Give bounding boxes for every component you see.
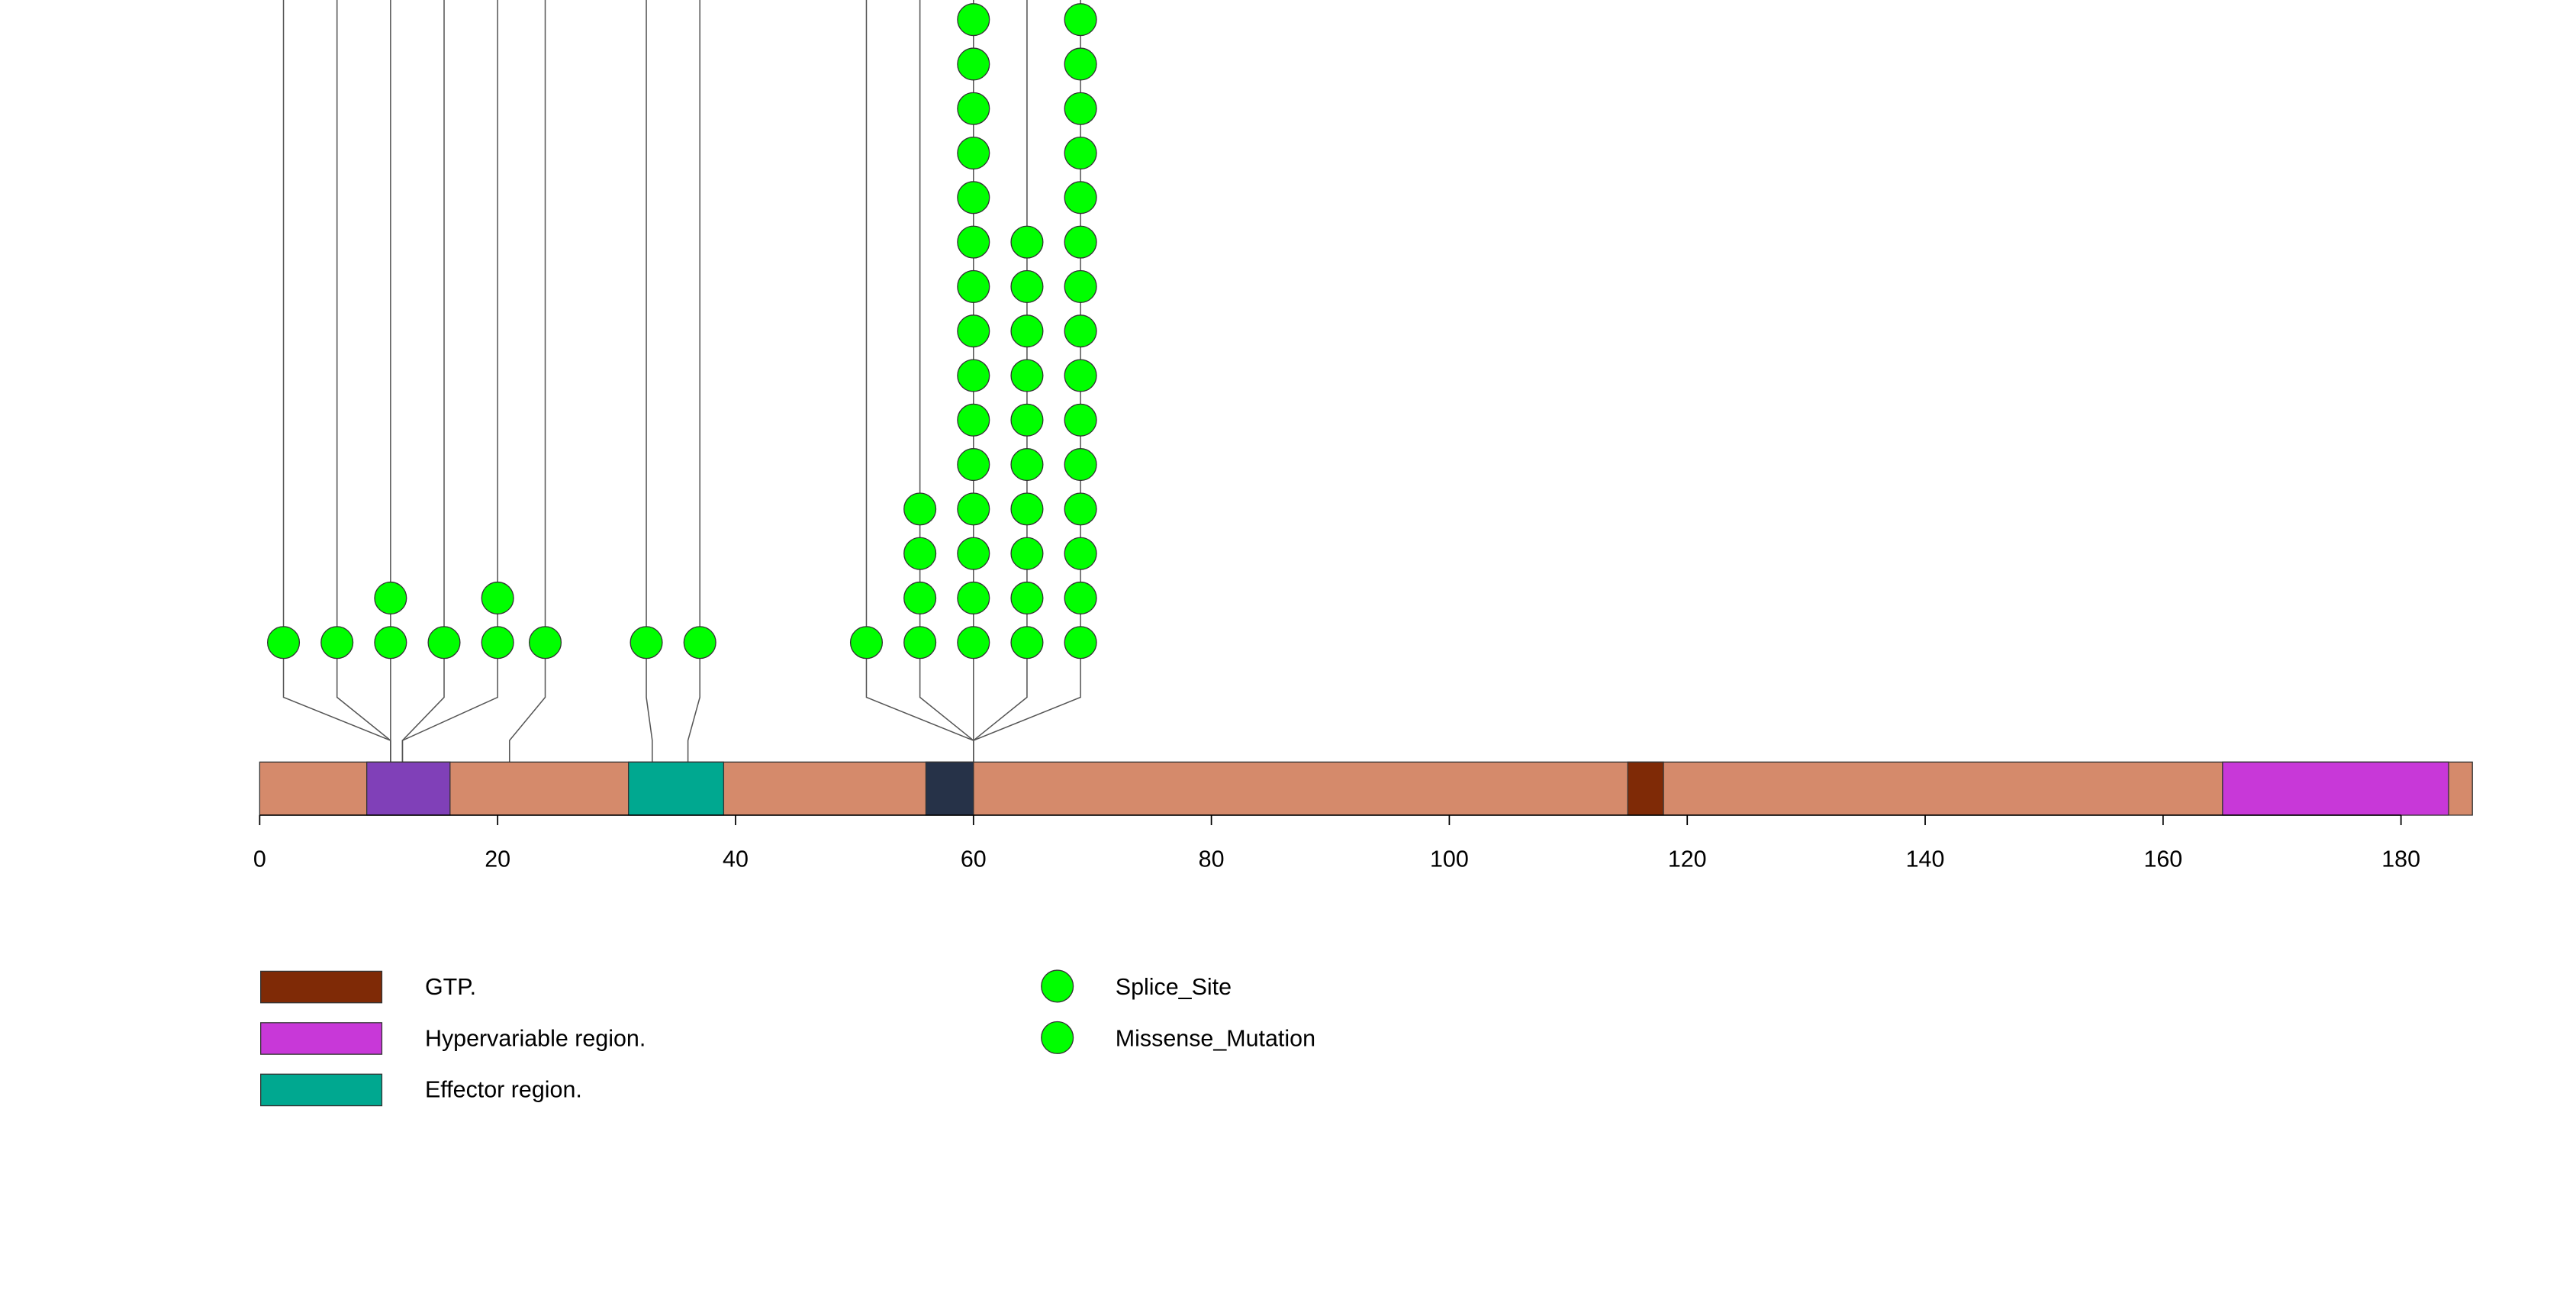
mutation-marker <box>957 47 990 81</box>
mutation-marker <box>481 626 514 660</box>
mutation-stem <box>646 0 653 763</box>
axis-tick-label: 160 <box>2143 846 2182 872</box>
mutation-marker <box>957 269 990 303</box>
mutation-marker <box>957 359 990 392</box>
mutation-marker <box>1064 537 1097 570</box>
mutation-marker <box>528 626 562 660</box>
mutation-marker <box>1010 492 1044 526</box>
legend-mutation-label: Splice_Site <box>1116 974 1232 1000</box>
mutation-marker <box>427 626 461 660</box>
mutation-marker <box>957 314 990 348</box>
mutation-marker <box>630 626 663 660</box>
mutation-marker <box>903 492 937 526</box>
mutation-marker <box>957 581 990 614</box>
protein-domains <box>366 761 2449 816</box>
mutation-marker <box>957 537 990 570</box>
legend-marker <box>1041 1021 1074 1054</box>
mutation-marker <box>1064 269 1097 303</box>
mutation-marker <box>957 403 990 437</box>
mutation-marker <box>957 448 990 482</box>
mutation-marker <box>1064 314 1097 348</box>
mutation-marker <box>849 626 884 660</box>
legend-swatch <box>260 970 383 1004</box>
axis-tick-label: 100 <box>1430 846 1469 872</box>
protein-backbone-bar <box>259 761 2473 816</box>
mutation-marker <box>320 626 354 660</box>
mutation-marker <box>266 626 301 660</box>
mutation-marker <box>374 626 407 660</box>
axis-tick-label: 140 <box>1906 846 1945 872</box>
mutation-marker <box>903 626 937 660</box>
mutation-marker <box>683 626 716 660</box>
mutation-stem <box>508 0 546 763</box>
mutation-marker <box>957 225 990 259</box>
legend-domain-label: GTP. <box>425 974 476 1000</box>
axis-tick-label: 180 <box>2381 846 2420 872</box>
mutation-stem <box>687 0 700 763</box>
mutation-marker <box>903 537 937 570</box>
mutation-marker <box>1064 3 1097 37</box>
mutation-marker <box>1064 581 1097 614</box>
mutation-marker <box>1010 314 1044 348</box>
mutation-marker <box>1064 181 1097 214</box>
domain-gtp <box>1627 761 1664 816</box>
mutation-marker <box>481 581 514 614</box>
mutation-marker <box>957 3 990 37</box>
mutation-marker <box>1064 403 1097 437</box>
mutation-marker <box>374 581 407 614</box>
axis-tick-label: 120 <box>1668 846 1707 872</box>
legend-domain-label: Effector region. <box>425 1077 582 1103</box>
domain-effector-region <box>628 761 725 816</box>
mutation-stem <box>401 0 498 763</box>
protein-backbone <box>259 761 2473 816</box>
domain-hypervariable-region <box>2222 761 2449 816</box>
mutation-marker <box>957 626 990 660</box>
mutation-marker <box>1010 626 1044 660</box>
mutation-marker <box>1064 137 1097 170</box>
mutation-marker <box>1010 359 1044 392</box>
mutation-markers <box>266 3 1097 660</box>
domain-g3-box <box>925 761 974 816</box>
domain-g1-box <box>366 761 451 816</box>
mutation-marker <box>1064 359 1097 392</box>
mutation-marker <box>1010 225 1044 259</box>
mutation-marker <box>1010 537 1044 570</box>
mutation-marker <box>1010 448 1044 482</box>
mutation-marker <box>1010 403 1044 437</box>
mutation-marker <box>1010 581 1044 614</box>
mutation-marker <box>957 181 990 214</box>
mutation-marker <box>957 137 990 170</box>
mutation-marker <box>1064 492 1097 526</box>
mutation-marker <box>1064 92 1097 125</box>
mutation-marker <box>1064 626 1097 660</box>
axis-tick-label: 80 <box>1199 846 1225 872</box>
mutation-marker <box>1064 47 1097 81</box>
axis-tick-label: 60 <box>961 846 987 872</box>
legend-marker <box>1041 969 1074 1003</box>
mutation-marker <box>1010 269 1044 303</box>
axis-tick-label: 20 <box>485 846 510 872</box>
axis-tick-label: 40 <box>723 846 749 872</box>
mutation-marker <box>1064 448 1097 482</box>
legend-domain-label: Hypervariable region. <box>425 1025 646 1051</box>
mutation-marker <box>903 581 937 614</box>
legend-swatch <box>260 1022 383 1055</box>
mutation-marker <box>1064 225 1097 259</box>
axis-tick-label: 0 <box>253 846 266 872</box>
legend-swatch <box>260 1073 383 1107</box>
mutation-marker <box>957 492 990 526</box>
mutation-marker <box>957 92 990 125</box>
position-axis: 0 20 40 60 80 100 120 140 160 180 <box>253 814 2420 872</box>
legend-mutation-label: Missense_Mutation <box>1116 1025 1315 1051</box>
legend: GTP. Hypervariable region. Effector region… <box>260 969 1315 1107</box>
